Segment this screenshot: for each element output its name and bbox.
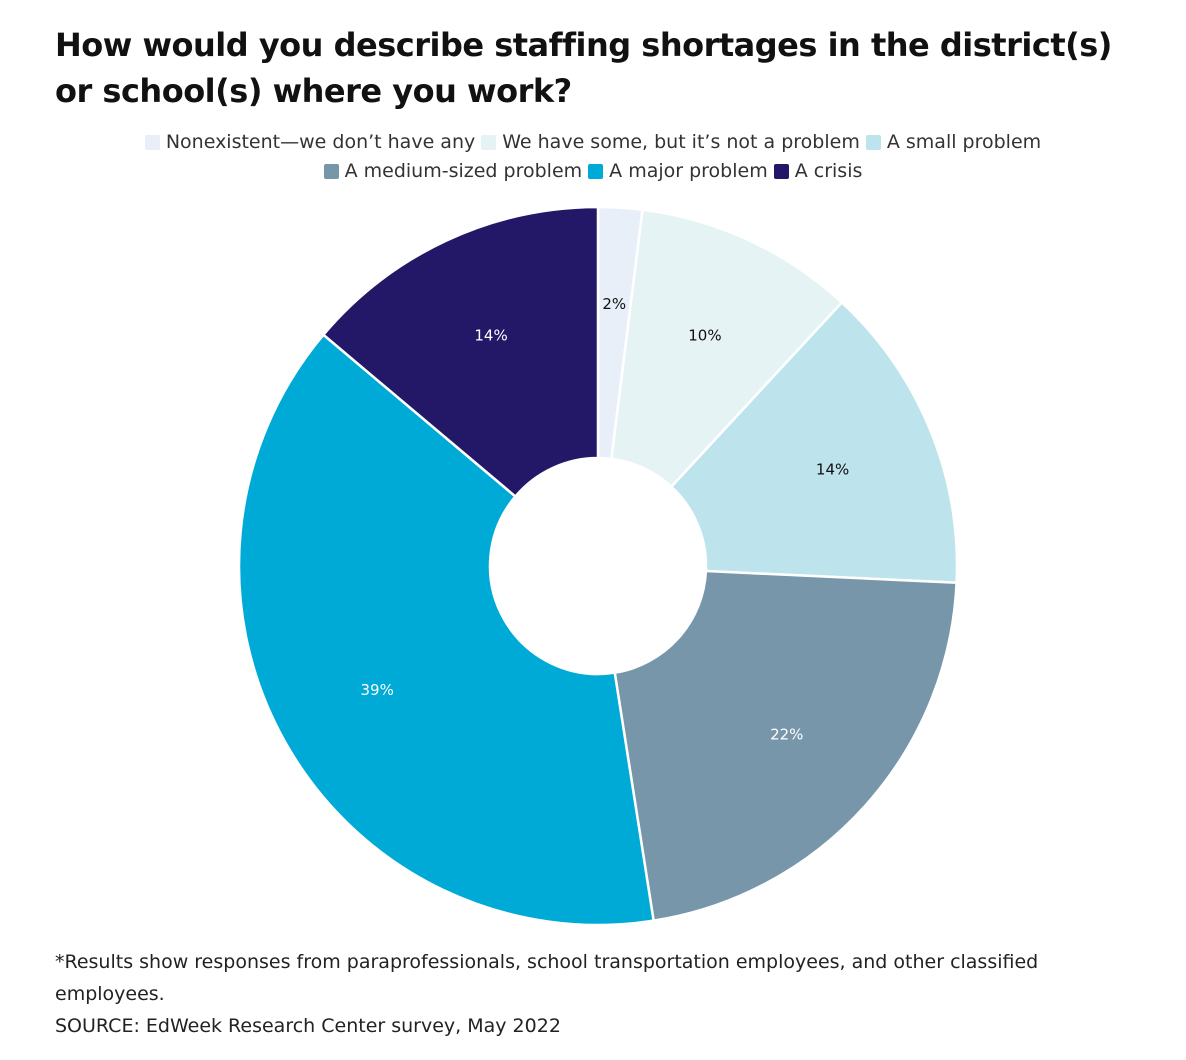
slice-major-problem[interactable] bbox=[237, 333, 656, 927]
legend-label: A medium-sized problem bbox=[344, 160, 583, 182]
donut-chart: 2% 10% 14% 22% 39% 14% bbox=[237, 205, 959, 927]
chart-notes: *Results show responses from paraprofess… bbox=[55, 946, 1135, 1042]
slice-label-nonexistent: 2% bbox=[602, 295, 626, 313]
legend-item-small-problem[interactable]: A small problem bbox=[865, 131, 1042, 153]
legend-item-some-not-a-problem[interactable]: We have some, but it’s not a problem bbox=[481, 131, 860, 153]
legend-item-crisis[interactable]: A crisis bbox=[773, 160, 863, 182]
legend-swatch bbox=[588, 163, 604, 179]
legend-swatch bbox=[865, 134, 881, 150]
slice-label-crisis: 14% bbox=[474, 327, 507, 345]
slice-some-not-a-problem[interactable] bbox=[610, 208, 844, 489]
source-note: SOURCE: EdWeek Research Center survey, M… bbox=[55, 1015, 561, 1037]
legend-label: We have some, but it’s not a problem bbox=[502, 131, 860, 153]
chart-title: How would you describe staffing shortage… bbox=[55, 26, 1112, 110]
legend-item-major-problem[interactable]: A major problem bbox=[588, 160, 768, 182]
legend-label: A crisis bbox=[794, 160, 863, 182]
legend-label: A small problem bbox=[886, 131, 1042, 153]
legend-swatch bbox=[144, 134, 160, 150]
slice-label-medium-problem: 22% bbox=[770, 726, 803, 744]
slice-label-some-not-a-problem: 10% bbox=[688, 327, 721, 345]
legend-label: Nonexistent—we don’t have any bbox=[165, 131, 476, 153]
legend-item-nonexistent[interactable]: Nonexistent—we don’t have any bbox=[144, 131, 476, 153]
slice-medium-problem[interactable] bbox=[613, 569, 958, 923]
slice-small-problem[interactable] bbox=[669, 300, 959, 585]
slice-label-major-problem: 39% bbox=[360, 681, 393, 699]
legend-row-1: Nonexistent—we don’t have any We have so… bbox=[40, 131, 1146, 153]
legend-item-medium-problem[interactable]: A medium-sized problem bbox=[323, 160, 583, 182]
footnote: *Results show responses from paraprofess… bbox=[55, 951, 1039, 1005]
slice-crisis[interactable] bbox=[321, 205, 600, 499]
slice-label-small-problem: 14% bbox=[816, 460, 849, 478]
legend-swatch bbox=[481, 134, 497, 150]
legend-label: A major problem bbox=[609, 160, 768, 182]
legend-swatch bbox=[773, 163, 789, 179]
legend-row-2: A medium-sized problem A major problem A… bbox=[40, 160, 1146, 182]
legend-swatch bbox=[323, 163, 339, 179]
